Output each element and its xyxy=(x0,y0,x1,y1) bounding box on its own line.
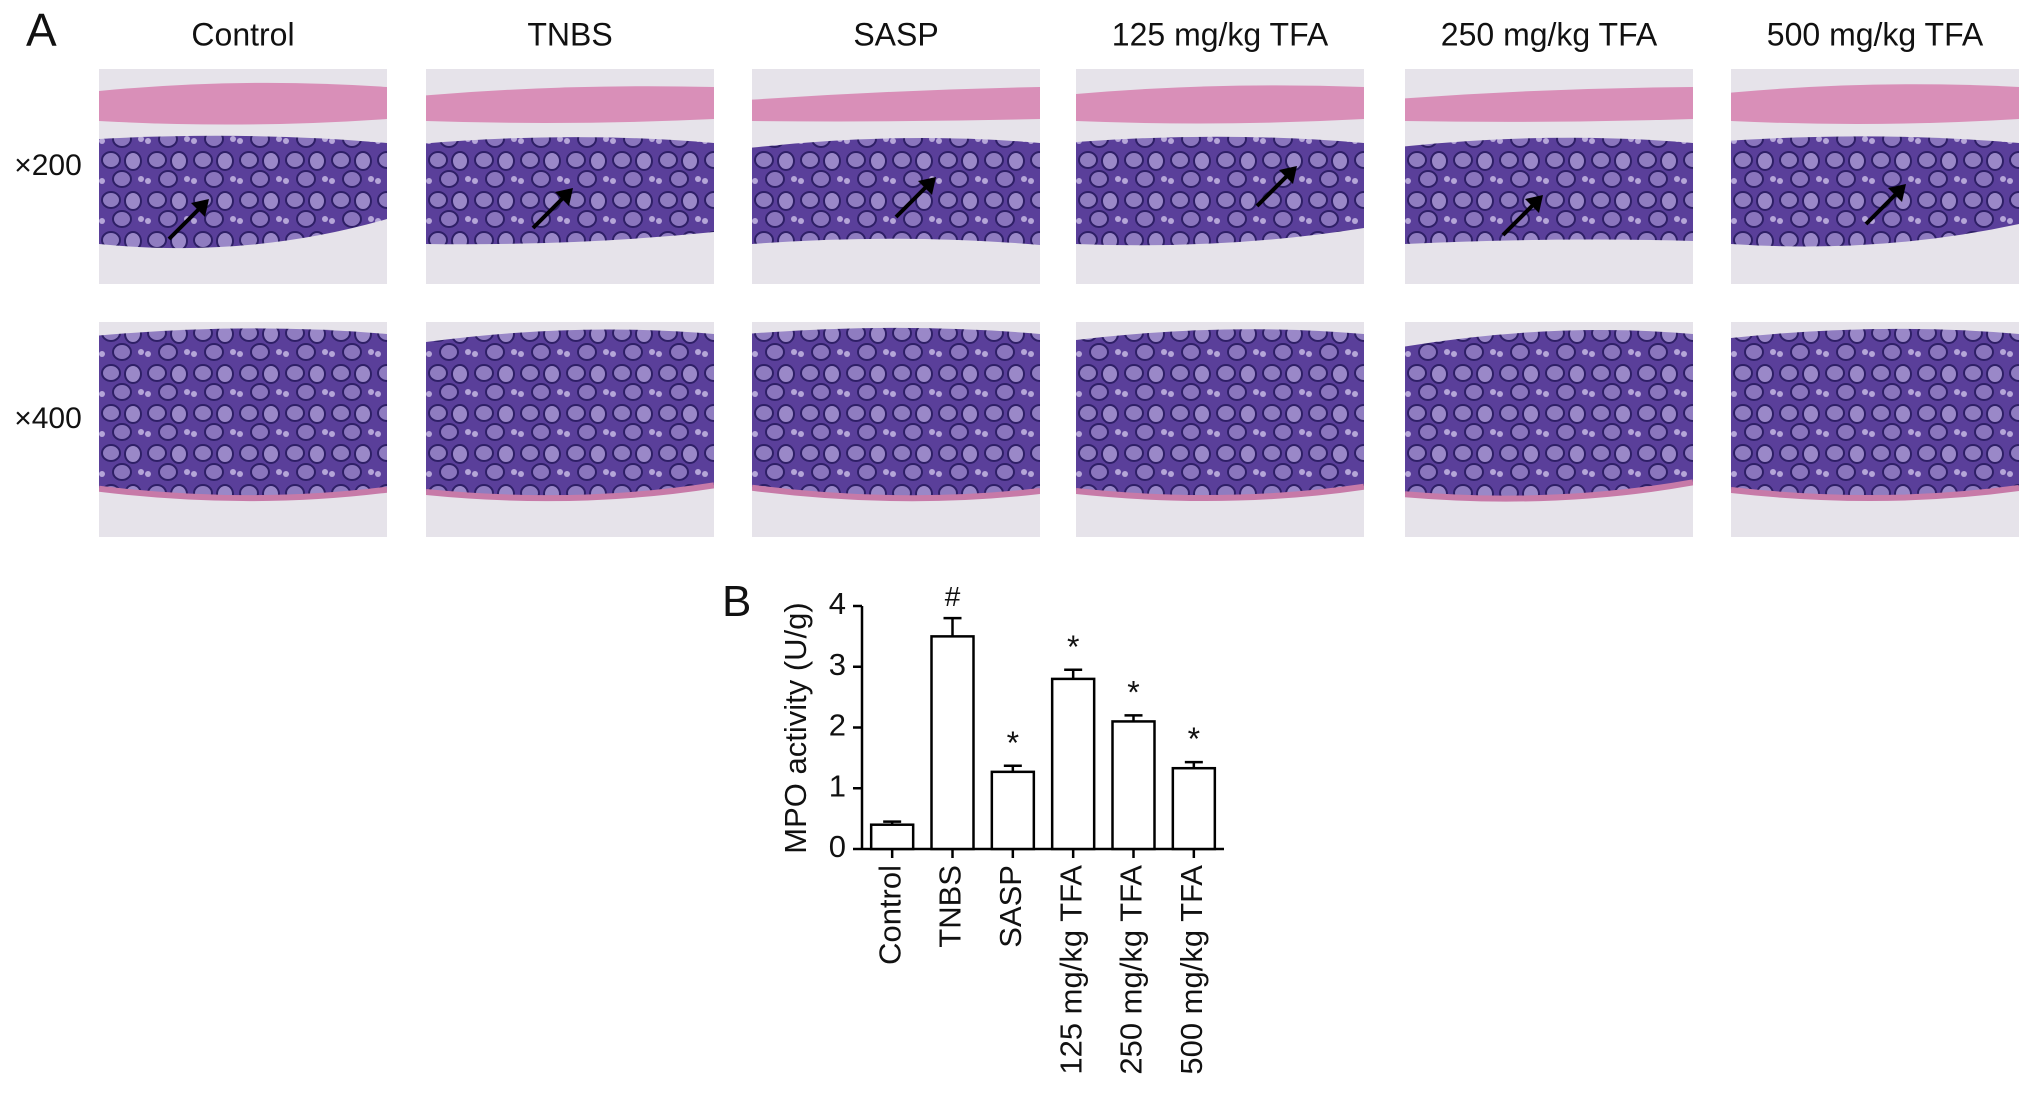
micrograph-content xyxy=(1731,322,2019,537)
micrograph-content xyxy=(426,322,714,537)
mucosa-band xyxy=(99,82,387,125)
micrograph-content xyxy=(752,69,1040,284)
row-label: ×200 xyxy=(14,149,82,182)
panel-label: B xyxy=(722,577,751,626)
micrograph xyxy=(1405,322,1693,537)
bar xyxy=(1171,766,1217,851)
micrograph-content xyxy=(426,69,714,284)
arrow-head xyxy=(1525,195,1543,213)
micrograph-content xyxy=(1405,322,1693,537)
arrow-head xyxy=(191,199,209,217)
micrograph xyxy=(1076,69,1364,284)
significance-mark: * xyxy=(1127,674,1139,710)
significance-mark: * xyxy=(1188,721,1200,757)
tissue xyxy=(1731,136,2019,247)
bar xyxy=(1050,677,1096,851)
error-bar xyxy=(1064,668,1083,679)
y-tick-label: 2 xyxy=(829,708,846,743)
y-axis-label: MPO activity (U/g) xyxy=(778,602,813,853)
bar xyxy=(869,823,915,851)
x-tick-label: 125 mg/kg TFA xyxy=(1053,865,1088,1075)
bar xyxy=(930,635,975,851)
epithelium-edge xyxy=(1405,479,1693,502)
x-tick-label: Control xyxy=(872,865,907,965)
y-tick-label: 4 xyxy=(829,586,846,621)
tissue xyxy=(426,329,714,499)
x-tick-label: 500 mg/kg TFA xyxy=(1174,865,1209,1075)
panel-label: A xyxy=(26,4,57,56)
significance-mark: * xyxy=(1067,629,1079,665)
micrograph xyxy=(1731,69,2019,284)
y-tick-label: 0 xyxy=(829,829,846,864)
micrograph xyxy=(752,322,1040,537)
tissue xyxy=(99,328,387,499)
arrow-head xyxy=(555,188,573,206)
epithelium-edge xyxy=(1731,485,2019,501)
mucosa-band xyxy=(1731,84,2019,124)
micrograph-content xyxy=(99,69,387,284)
tissue xyxy=(1076,329,1364,499)
epithelium-edge xyxy=(752,484,1040,502)
error-bar xyxy=(1184,760,1203,769)
panel-b: B MPO activity (U/g) 0 1 2 3 4 Control # TNBS * S… xyxy=(722,577,1224,1075)
row-label: ×400 xyxy=(14,402,82,435)
tissue xyxy=(99,135,387,249)
y-tick-label: 1 xyxy=(829,768,846,803)
error-bar xyxy=(1003,764,1022,772)
tissue xyxy=(1731,328,2019,499)
bar xyxy=(990,770,1036,851)
epithelium-edge xyxy=(426,482,714,502)
tissue xyxy=(752,137,1040,245)
column-label: 500 mg/kg TFA xyxy=(1767,16,1984,52)
tissue xyxy=(1405,137,1693,244)
column-label: 250 mg/kg TFA xyxy=(1441,16,1658,52)
mucosa-band xyxy=(1076,85,1364,124)
micrograph xyxy=(426,322,714,537)
y-tick-label: 3 xyxy=(829,647,846,682)
x-tick-label: SASP xyxy=(993,865,1028,948)
micrograph-content xyxy=(99,322,387,537)
micrograph xyxy=(1405,69,1693,284)
mucosa-band xyxy=(1405,87,1693,122)
error-bar xyxy=(1124,714,1143,722)
error-bar xyxy=(883,820,902,825)
micrograph xyxy=(1731,322,2019,537)
column-label: TNBS xyxy=(527,16,612,52)
tissue xyxy=(1076,136,1364,246)
micrograph-content xyxy=(1731,69,2019,284)
micrograph-content xyxy=(1405,69,1693,284)
micrograph xyxy=(99,69,387,284)
column-label: 125 mg/kg TFA xyxy=(1112,16,1329,52)
column-label: Control xyxy=(191,16,294,52)
column-label: SASP xyxy=(853,16,938,52)
micrograph-content xyxy=(1076,69,1364,284)
epithelium-edge xyxy=(99,485,387,502)
arrow-head xyxy=(1888,184,1906,202)
micrograph-content xyxy=(1076,322,1364,537)
error-bar xyxy=(943,616,962,637)
tissue xyxy=(1405,330,1693,499)
micrograph xyxy=(426,69,714,284)
tissue xyxy=(752,327,1040,499)
bar xyxy=(1111,720,1156,851)
x-tick-label: TNBS xyxy=(933,865,968,948)
micrograph-content xyxy=(752,322,1040,537)
micrograph xyxy=(99,322,387,537)
mucosa-band xyxy=(752,87,1040,122)
significance-mark: * xyxy=(1007,725,1019,761)
arrow-head xyxy=(1279,166,1297,184)
mucosa-band xyxy=(426,86,714,123)
micrograph xyxy=(752,69,1040,284)
significance-mark: # xyxy=(945,581,961,612)
x-tick-label: 250 mg/kg TFA xyxy=(1114,865,1149,1075)
arrow-head xyxy=(918,177,936,195)
epithelium-edge xyxy=(1076,483,1364,502)
micrograph xyxy=(1076,322,1364,537)
panel-a: Control TNBS SASP 125 mg/kg TFA 250 mg/kg TF… xyxy=(14,16,2019,537)
